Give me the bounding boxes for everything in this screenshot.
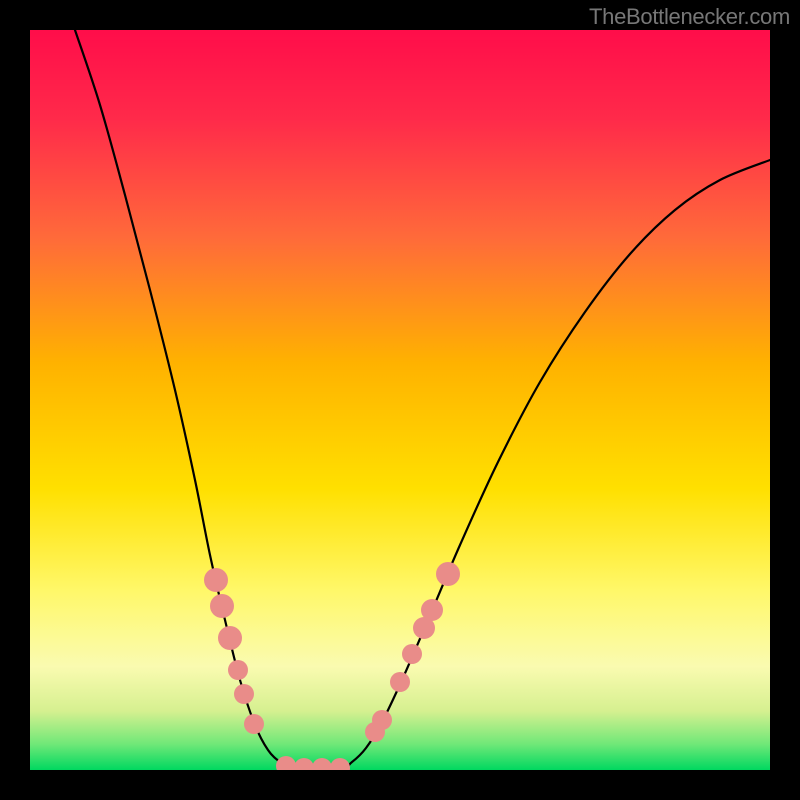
data-marker bbox=[294, 758, 314, 770]
data-marker bbox=[372, 710, 392, 730]
data-marker bbox=[421, 599, 443, 621]
curve-layer bbox=[30, 30, 770, 770]
data-marker bbox=[436, 562, 460, 586]
data-marker bbox=[330, 758, 350, 770]
data-marker bbox=[390, 672, 410, 692]
bottleneck-curve bbox=[75, 30, 770, 769]
plot-area bbox=[30, 30, 770, 770]
data-marker bbox=[234, 684, 254, 704]
data-marker bbox=[312, 758, 332, 770]
data-marker bbox=[276, 756, 296, 770]
watermark-text: TheBottlenecker.com bbox=[589, 4, 790, 30]
data-marker bbox=[402, 644, 422, 664]
data-marker bbox=[204, 568, 228, 592]
data-marker bbox=[210, 594, 234, 618]
data-marker bbox=[244, 714, 264, 734]
data-marker bbox=[228, 660, 248, 680]
markers-group bbox=[204, 562, 460, 770]
data-marker bbox=[218, 626, 242, 650]
